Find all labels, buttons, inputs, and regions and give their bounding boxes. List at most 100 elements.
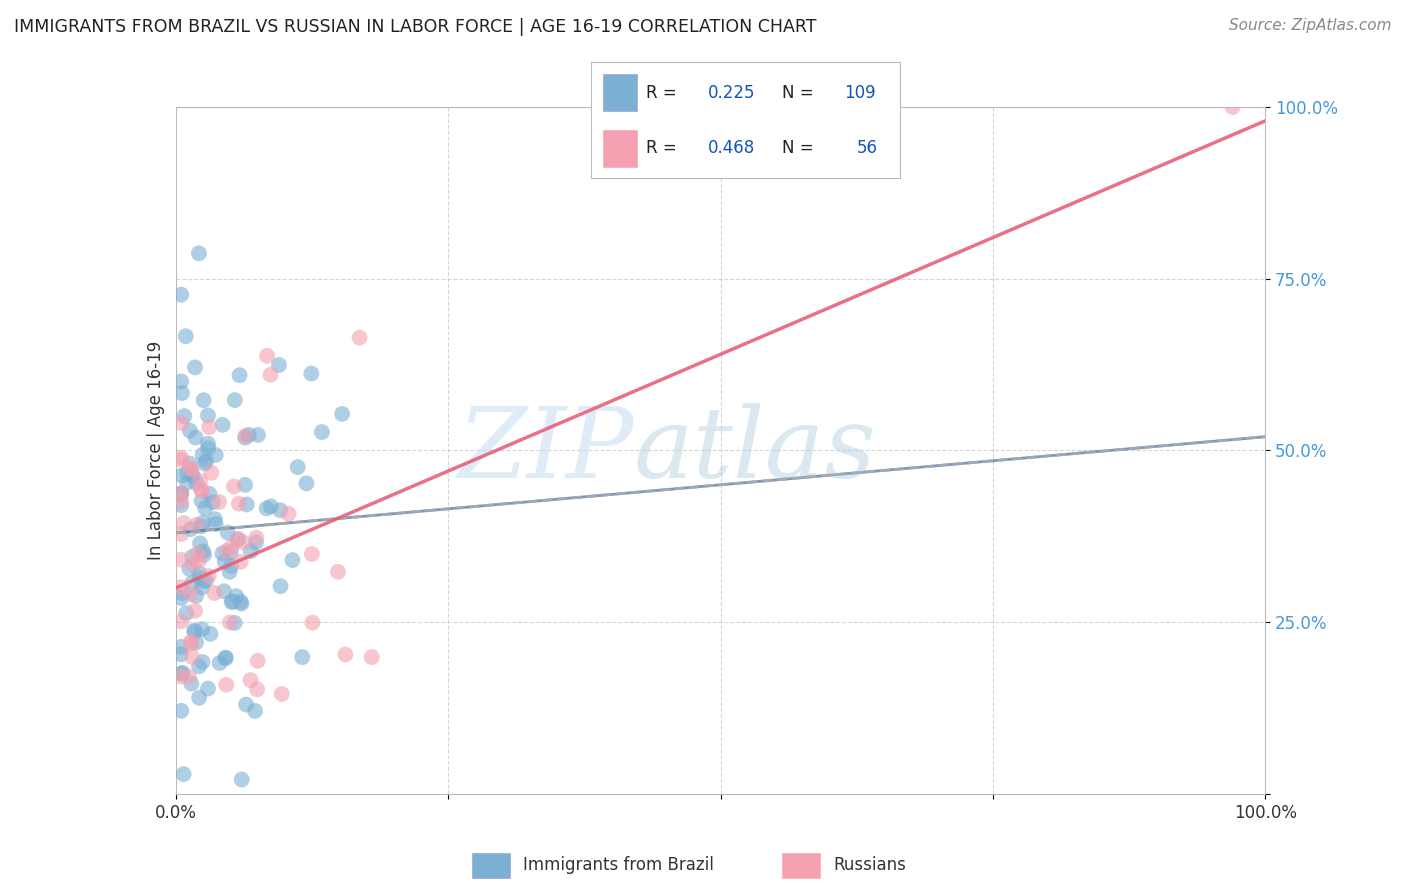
Point: [188, 246, 211, 260]
Point: [174, 606, 197, 620]
Point: [170, 640, 193, 654]
Point: [188, 553, 211, 567]
Point: [191, 448, 214, 462]
Point: [229, 555, 252, 569]
Point: [188, 474, 211, 488]
Point: [239, 544, 262, 558]
Point: [173, 767, 195, 781]
Point: [235, 429, 257, 443]
Point: [360, 650, 382, 665]
Point: [299, 367, 322, 381]
Point: [180, 576, 202, 591]
Point: [170, 375, 193, 389]
Point: [301, 615, 323, 630]
Bar: [472, 853, 510, 878]
Point: [184, 635, 207, 649]
Point: [191, 581, 214, 595]
Text: R =: R =: [647, 139, 682, 157]
Point: [231, 772, 253, 787]
Point: [193, 574, 215, 588]
Point: [174, 329, 197, 343]
Point: [281, 553, 304, 567]
Point: [228, 368, 250, 383]
Point: [270, 687, 292, 701]
Point: [176, 467, 198, 481]
Point: [235, 498, 257, 512]
Point: [180, 676, 202, 690]
Point: [186, 476, 208, 491]
Point: [221, 540, 243, 554]
Text: N =: N =: [782, 84, 820, 102]
Point: [335, 648, 357, 662]
Text: Immigrants from Brazil: Immigrants from Brazil: [523, 856, 714, 874]
Point: [170, 416, 193, 430]
Point: [173, 409, 195, 423]
Point: [245, 535, 267, 549]
Point: [181, 549, 204, 564]
Point: [180, 522, 202, 536]
Point: [226, 533, 249, 547]
Point: [212, 584, 235, 599]
Point: [219, 559, 242, 574]
Point: [191, 655, 214, 669]
Point: [197, 437, 219, 451]
Point: [301, 547, 323, 561]
Point: [233, 478, 256, 492]
Point: [170, 591, 193, 605]
Point: [197, 409, 219, 423]
Point: [204, 512, 226, 526]
Point: [183, 624, 205, 639]
Point: [186, 517, 208, 532]
Point: [170, 386, 193, 401]
Point: [270, 579, 292, 593]
Point: [256, 501, 278, 516]
Point: [172, 665, 194, 680]
Point: [238, 427, 260, 442]
Point: [190, 519, 212, 533]
Point: [291, 650, 314, 665]
Point: [180, 636, 202, 650]
Point: [277, 507, 299, 521]
Point: [181, 468, 204, 483]
Point: [170, 704, 193, 718]
Point: [194, 501, 217, 516]
Bar: [603, 129, 637, 167]
Point: [183, 624, 205, 638]
Point: [188, 690, 211, 705]
Point: [221, 595, 243, 609]
Point: [184, 589, 207, 603]
Point: [215, 650, 238, 665]
Point: [231, 597, 253, 611]
Point: [170, 494, 193, 508]
Text: IMMIGRANTS FROM BRAZIL VS RUSSIAN IN LABOR FORCE | AGE 16-19 CORRELATION CHART: IMMIGRANTS FROM BRAZIL VS RUSSIAN IN LAB…: [14, 18, 817, 36]
Point: [211, 546, 233, 560]
Point: [215, 678, 238, 692]
Point: [204, 516, 226, 531]
Point: [188, 536, 211, 550]
Point: [180, 468, 202, 483]
Point: [180, 634, 202, 648]
Point: [186, 547, 208, 561]
Point: [245, 531, 267, 545]
Point: [326, 565, 349, 579]
Point: [349, 331, 371, 345]
Point: [211, 417, 233, 432]
Point: [246, 654, 269, 668]
Point: [179, 457, 201, 471]
Point: [260, 500, 283, 514]
Point: [191, 623, 214, 637]
Point: [191, 516, 214, 530]
Point: [197, 569, 219, 583]
Point: [215, 544, 238, 558]
Point: [232, 535, 254, 549]
Point: [170, 498, 193, 512]
Text: Source: ZipAtlas.com: Source: ZipAtlas.com: [1229, 18, 1392, 33]
Point: [200, 627, 222, 641]
Point: [170, 486, 193, 500]
Point: [311, 425, 333, 439]
Point: [200, 466, 222, 480]
Point: [246, 682, 269, 697]
Point: [190, 483, 212, 498]
Point: [170, 580, 193, 594]
Point: [170, 287, 193, 301]
